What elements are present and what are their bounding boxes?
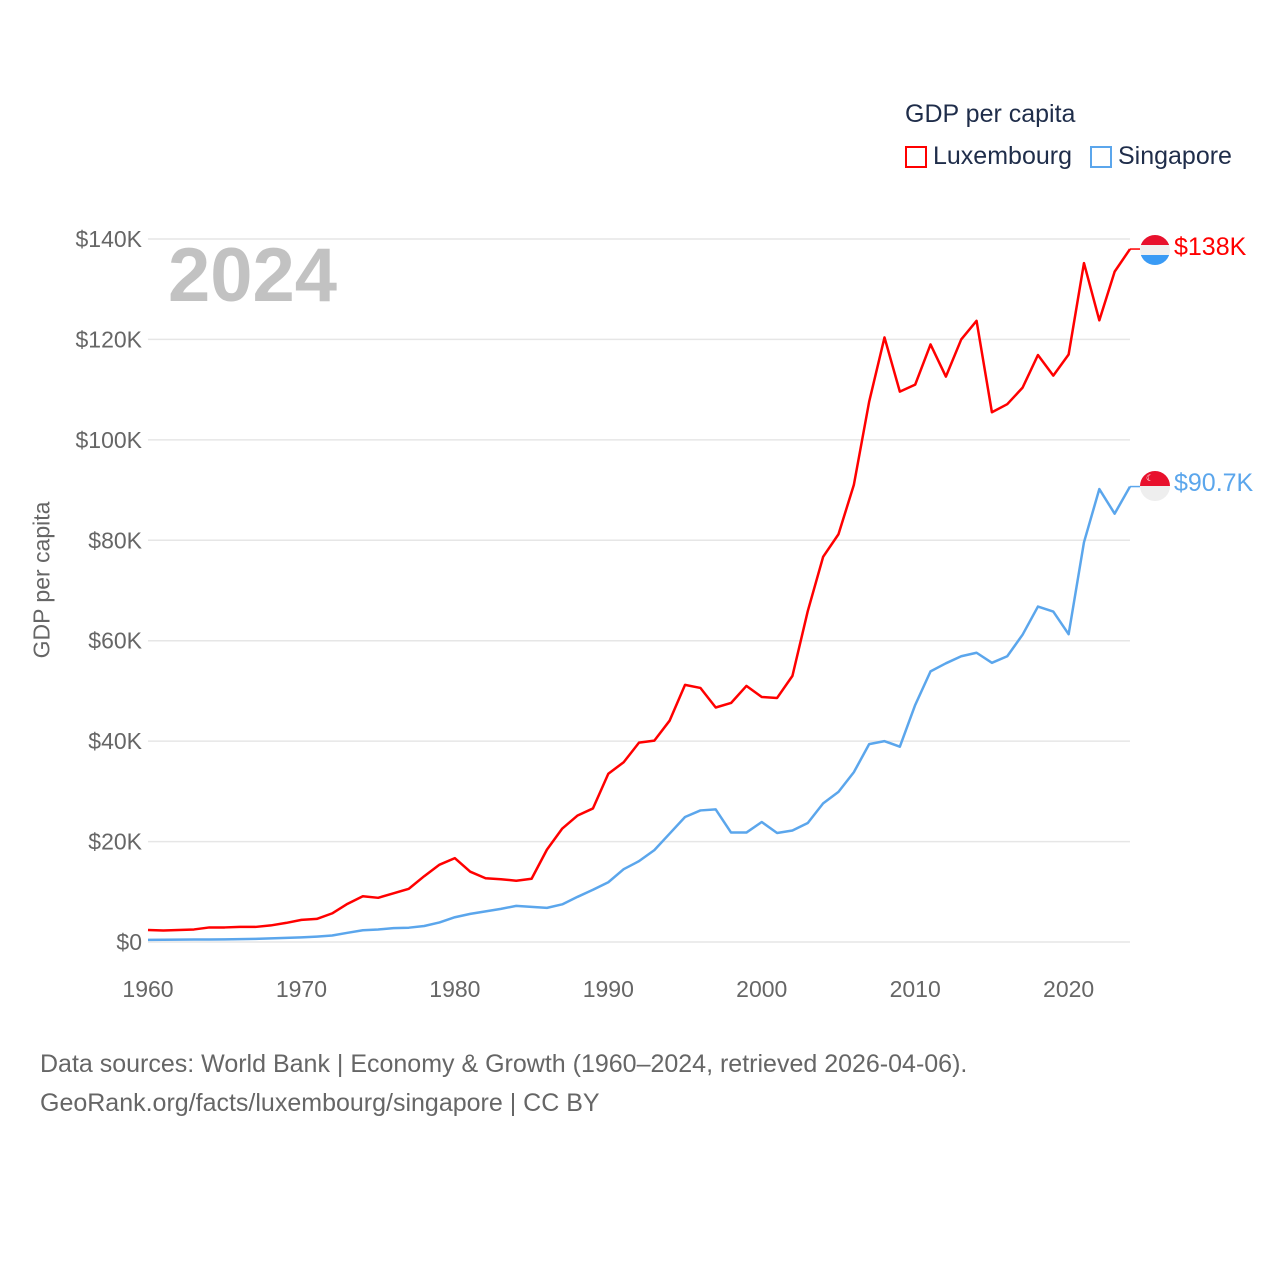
y-tick-label: $40K xyxy=(88,728,142,754)
footer-sources: Data sources: World Bank | Economy & Gro… xyxy=(40,1050,968,1078)
legend: Luxembourg Singapore xyxy=(905,142,1232,171)
series-line-singapore xyxy=(147,485,1132,942)
x-tick-label: 1970 xyxy=(276,976,327,1002)
end-label-singapore: $90.7K xyxy=(1174,469,1254,497)
legend-title: GDP per capita xyxy=(905,100,1076,128)
legend-label: Luxembourg xyxy=(933,142,1072,170)
y-tick-label: $120K xyxy=(75,326,142,352)
current-year-label: 2024 xyxy=(168,233,338,318)
y-tick-label: $80K xyxy=(88,527,142,553)
series-line-luxembourg xyxy=(147,248,1132,932)
x-tick-label: 1960 xyxy=(122,976,173,1002)
footer: Data sources: World Bank | Economy & Gro… xyxy=(40,1045,967,1123)
y-tick-label: $60K xyxy=(88,628,142,654)
luxembourg-flag-icon xyxy=(1140,235,1170,265)
legend-swatch-singapore xyxy=(1089,145,1112,168)
x-tick-label: 2020 xyxy=(1043,976,1094,1002)
end-label-luxembourg: $138K xyxy=(1174,233,1247,261)
footer-link[interactable]: GeoRank.org/facts/luxembourg/singapore |… xyxy=(40,1089,600,1117)
x-tick-label: 2000 xyxy=(736,976,787,1002)
y-tick-label: $20K xyxy=(88,829,142,855)
legend-swatch-luxembourg xyxy=(905,145,927,168)
y-axis-label: GDP per capita xyxy=(28,501,55,659)
y-tick-label: $140K xyxy=(75,226,142,252)
y-tick-label: $0 xyxy=(116,929,142,955)
singapore-flag-icon: ☾ xyxy=(1140,471,1170,501)
legend-item-singapore[interactable]: Singapore xyxy=(1089,142,1232,171)
x-tick-label: 1990 xyxy=(583,976,634,1002)
y-tick-label: $100K xyxy=(75,427,142,453)
x-tick-label: 1980 xyxy=(429,976,480,1002)
legend-item-luxembourg[interactable]: Luxembourg xyxy=(905,142,1072,171)
legend-label: Singapore xyxy=(1117,142,1232,170)
x-tick-label: 2010 xyxy=(890,976,941,1002)
